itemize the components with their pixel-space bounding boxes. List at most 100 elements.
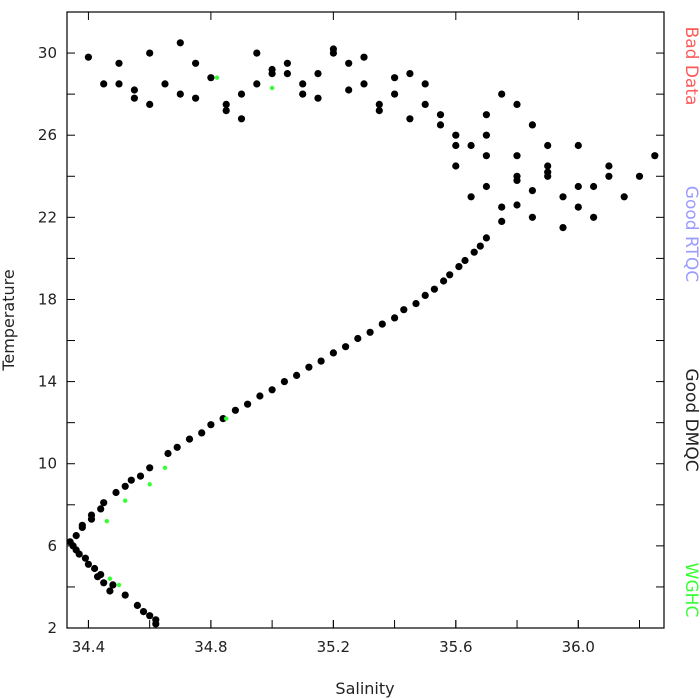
- data-point-good-dmqc: [176, 39, 184, 47]
- data-point-wghc: [116, 582, 122, 588]
- data-point-wghc: [224, 416, 229, 421]
- data-point-good-dmqc: [406, 70, 414, 78]
- x-tick-label: 36.0: [562, 638, 595, 656]
- data-point-good-dmqc: [544, 162, 552, 170]
- y-tick-label: 22: [38, 208, 57, 226]
- data-point-good-dmqc: [283, 59, 291, 67]
- y-tick-label: 10: [38, 455, 57, 473]
- data-point-good-dmqc: [305, 363, 313, 371]
- y-tick-label: 2: [47, 619, 57, 637]
- data-point-good-dmqc: [231, 406, 239, 414]
- data-point-good-dmqc: [115, 80, 123, 88]
- data-point-good-dmqc: [391, 314, 399, 322]
- data-point-wghc: [162, 465, 168, 470]
- data-point-good-dmqc: [97, 505, 105, 513]
- data-point-good-dmqc: [164, 449, 172, 458]
- data-point-good-dmqc: [72, 532, 80, 540]
- data-point-good-dmqc: [345, 59, 353, 67]
- data-point-good-dmqc: [130, 86, 138, 94]
- data-point-good-dmqc: [635, 172, 644, 180]
- data-point-good-dmqc: [559, 224, 567, 232]
- data-point-good-dmqc: [605, 162, 613, 170]
- data-point-good-dmqc: [605, 172, 613, 180]
- data-point-good-dmqc: [482, 182, 490, 191]
- data-point-good-dmqc: [146, 612, 154, 620]
- data-point-good-dmqc: [400, 306, 408, 314]
- data-point-good-dmqc: [121, 591, 129, 599]
- data-point-good-dmqc: [476, 242, 484, 250]
- data-point-good-dmqc: [544, 168, 552, 176]
- data-point-good-dmqc: [176, 90, 184, 98]
- data-point-good-dmqc: [293, 371, 301, 379]
- data-point-good-dmqc: [106, 587, 114, 595]
- data-point-good-dmqc: [360, 80, 368, 88]
- data-point-good-dmqc: [430, 285, 438, 293]
- data-point-wghc: [147, 482, 152, 487]
- plot-frame: [66, 11, 665, 629]
- data-point-good-dmqc: [412, 300, 420, 308]
- legend-label-good-dmqc: Good DMQC: [681, 368, 700, 471]
- data-point-good-dmqc: [360, 53, 368, 61]
- data-point-good-dmqc: [268, 65, 276, 74]
- data-point-good-dmqc: [354, 334, 362, 343]
- data-point-good-dmqc: [84, 53, 92, 61]
- data-point-good-dmqc: [440, 277, 448, 285]
- data-point-good-dmqc: [421, 80, 429, 88]
- data-point-good-dmqc: [375, 100, 383, 108]
- data-point-good-dmqc: [436, 121, 445, 129]
- data-point-good-dmqc: [314, 70, 322, 78]
- data-point-good-dmqc: [574, 203, 582, 211]
- data-point-good-dmqc: [222, 107, 230, 115]
- data-point-wghc: [104, 519, 110, 524]
- data-point-good-dmqc: [87, 515, 96, 523]
- data-point-good-dmqc: [378, 320, 386, 328]
- data-point-good-dmqc: [253, 80, 261, 88]
- y-tick-label: 6: [47, 537, 57, 555]
- data-point-good-dmqc: [455, 263, 463, 271]
- data-point-good-dmqc: [544, 141, 552, 150]
- data-point-good-dmqc: [161, 80, 169, 88]
- data-point-wghc: [269, 85, 275, 91]
- data-point-good-dmqc: [192, 94, 200, 102]
- x-tick-label: 35.6: [439, 638, 472, 656]
- data-point-good-dmqc: [78, 523, 86, 532]
- y-tick-label: 30: [38, 44, 57, 62]
- data-point-good-dmqc: [299, 80, 307, 88]
- data-point-good-dmqc: [121, 482, 129, 490]
- data-point-good-dmqc: [482, 152, 490, 160]
- data-point-good-dmqc: [81, 554, 89, 562]
- y-tick-label: 26: [38, 126, 57, 144]
- x-axis-title: Salinity: [335, 679, 394, 698]
- data-point-good-dmqc: [482, 111, 490, 119]
- data-point-good-dmqc: [280, 378, 288, 386]
- data-point-good-dmqc: [366, 328, 374, 336]
- data-point-good-dmqc: [421, 100, 429, 108]
- data-point-good-dmqc: [185, 435, 194, 443]
- x-tick-label: 34.8: [194, 638, 227, 656]
- data-point-good-dmqc: [528, 187, 537, 195]
- data-point-good-dmqc: [498, 90, 506, 98]
- data-point-good-dmqc: [146, 49, 154, 57]
- y-tick-label: 18: [38, 290, 57, 308]
- data-point-good-dmqc: [342, 343, 350, 351]
- data-point-good-dmqc: [620, 193, 628, 201]
- data-point-good-dmqc: [452, 162, 460, 170]
- data-point-good-dmqc: [94, 573, 102, 581]
- data-point-good-dmqc: [651, 152, 659, 160]
- data-point-good-dmqc: [574, 141, 582, 150]
- data-point-good-dmqc: [528, 213, 537, 221]
- data-point-wghc: [107, 576, 113, 581]
- data-point-good-dmqc: [498, 217, 506, 225]
- data-point-good-dmqc: [133, 601, 141, 610]
- data-point-good-dmqc: [559, 193, 567, 201]
- data-point-good-dmqc: [136, 472, 145, 480]
- data-point-good-dmqc: [314, 94, 322, 102]
- y-axis-title: Temperature: [0, 269, 18, 371]
- data-point-good-dmqc: [467, 193, 475, 201]
- data-point-good-dmqc: [256, 392, 264, 400]
- data-point-good-dmqc: [299, 90, 307, 98]
- data-point-good-dmqc: [146, 464, 154, 472]
- data-point-good-dmqc: [283, 70, 291, 78]
